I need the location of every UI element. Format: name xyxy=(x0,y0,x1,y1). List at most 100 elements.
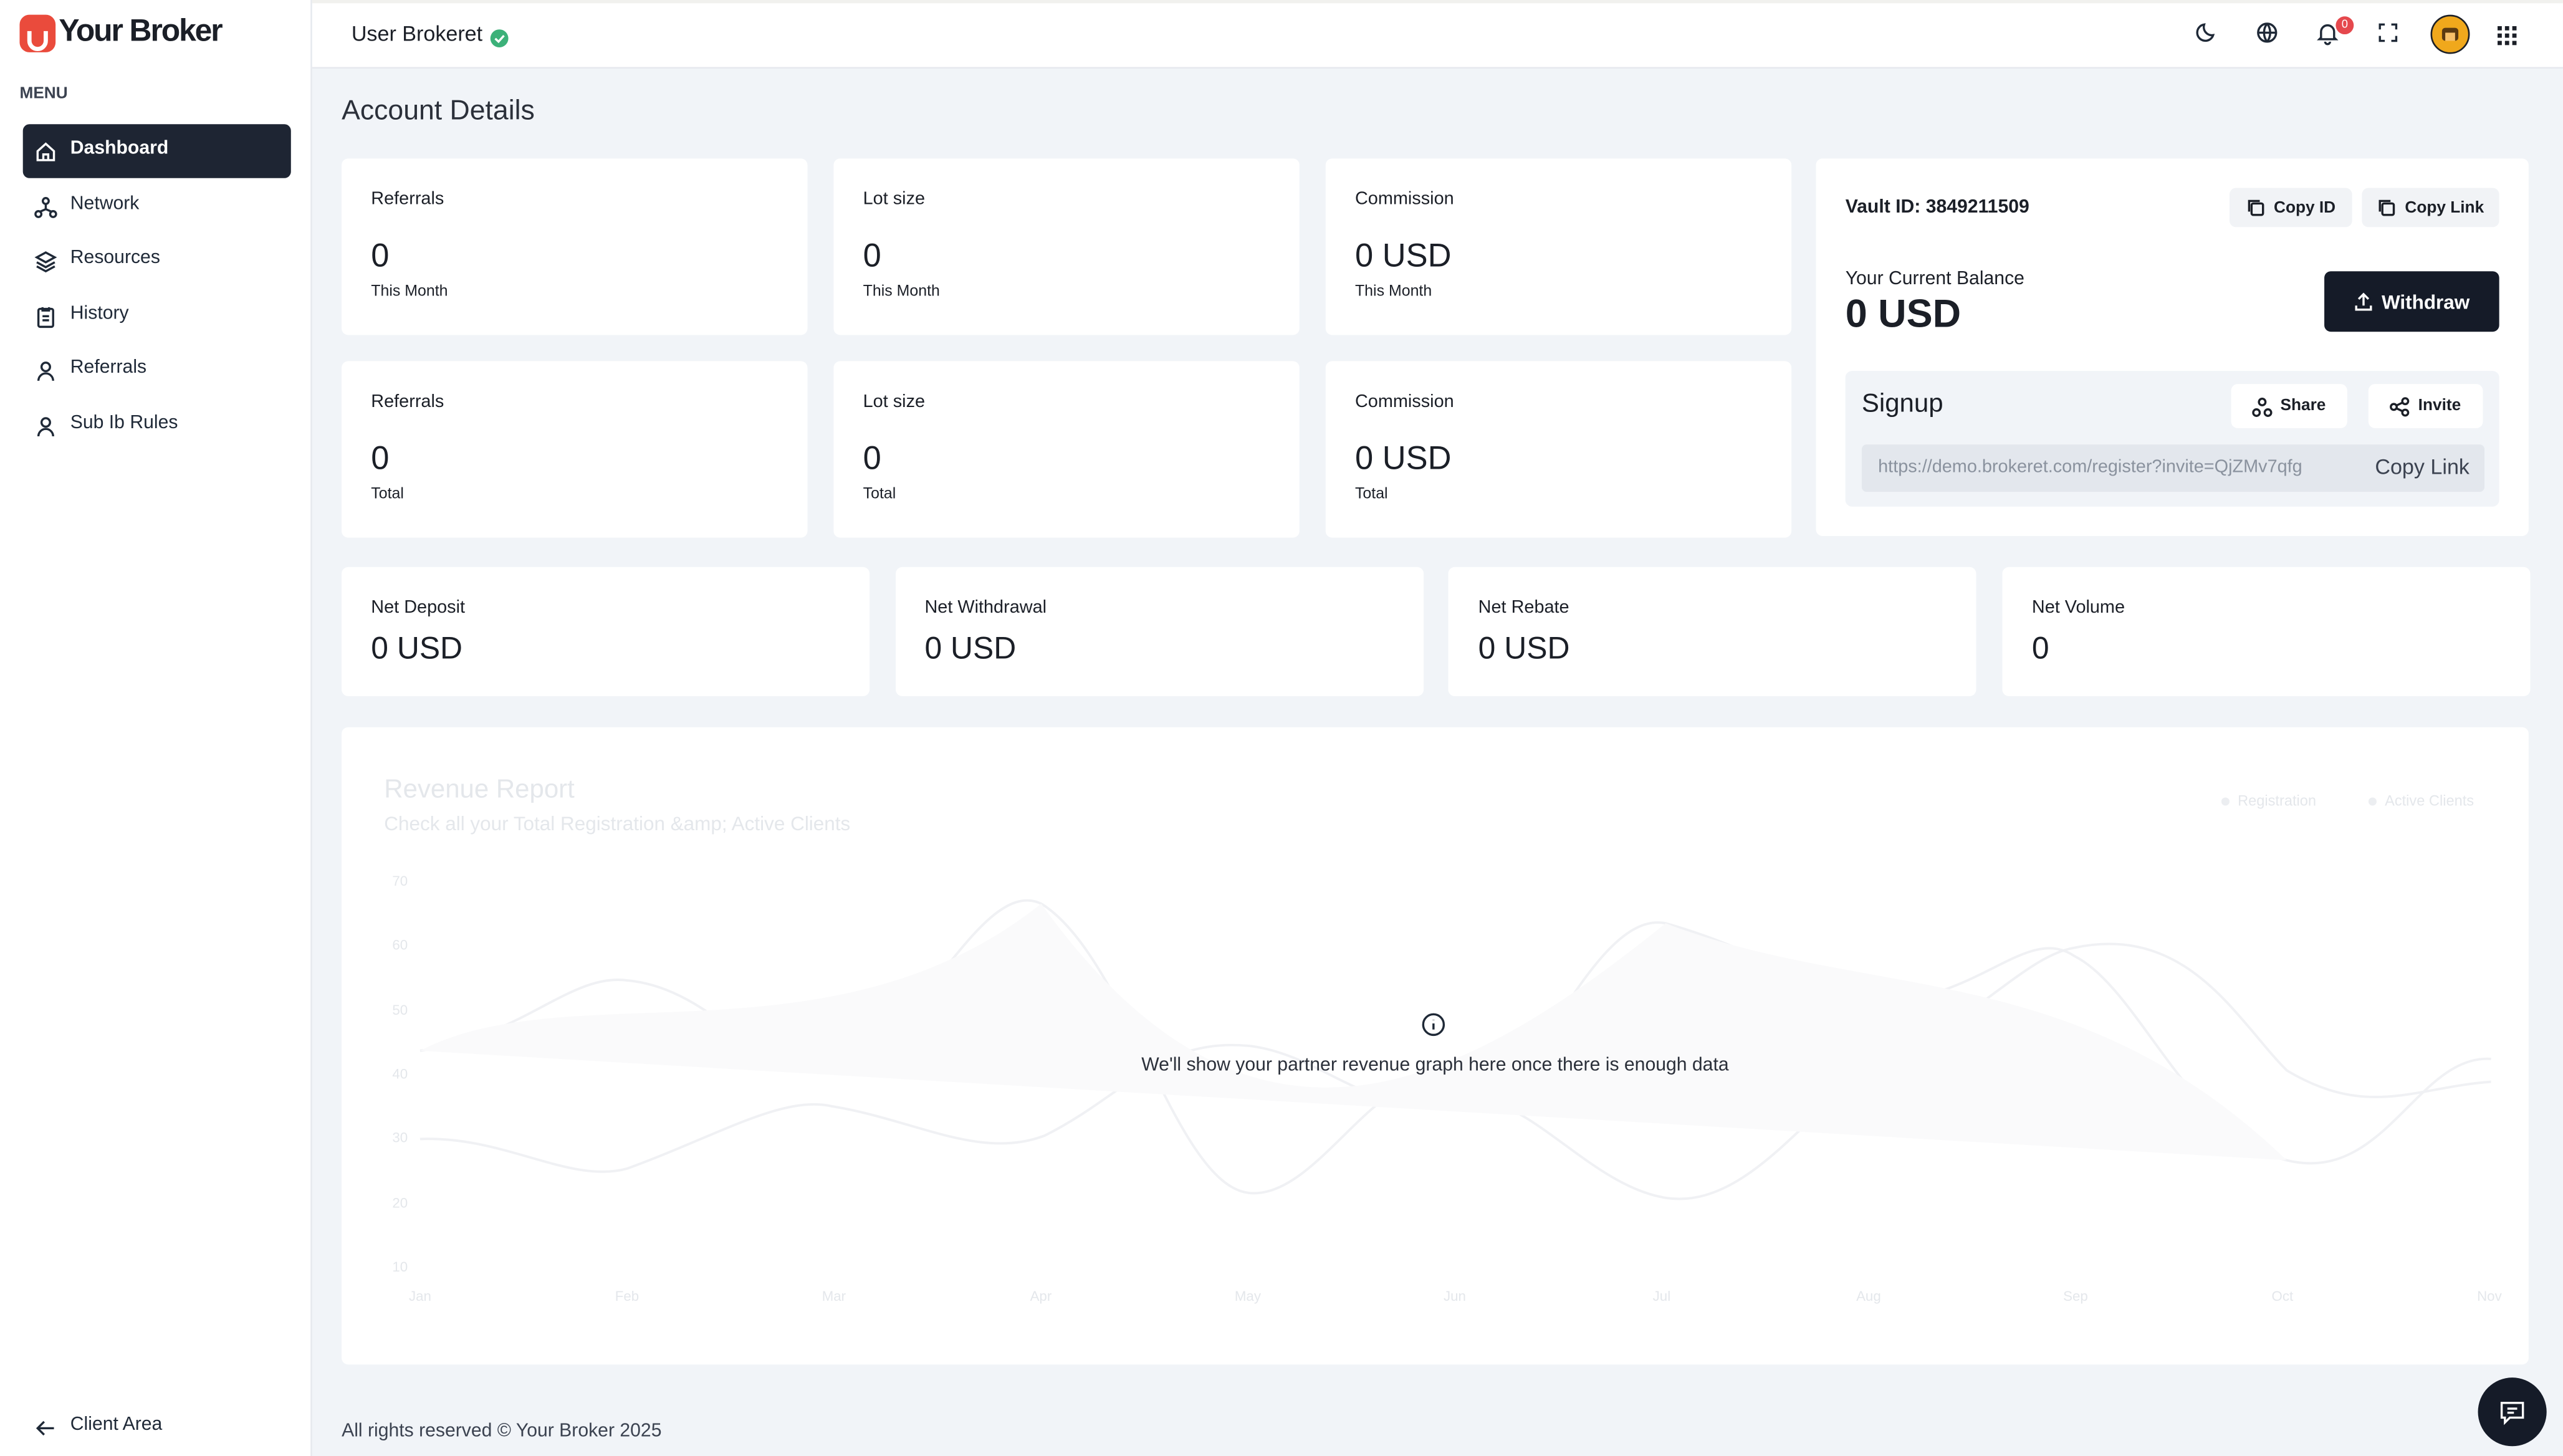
copy-link-label: Copy Link xyxy=(2405,198,2484,217)
stat-value: 0 xyxy=(863,238,881,275)
avatar-face-shape xyxy=(2445,32,2455,41)
apps-button-shape xyxy=(2512,33,2517,38)
stat-label: Commission xyxy=(1354,392,1454,412)
summary-card: Net Volume 0 xyxy=(2002,567,2531,696)
nav-icon xyxy=(34,360,57,391)
apps-button[interactable] xyxy=(2498,24,2517,54)
nav-item[interactable]: Network xyxy=(23,179,291,233)
summary-label: Net Volume xyxy=(2031,598,2125,618)
x-tick-label: Jul xyxy=(1652,1287,1671,1305)
nav-item[interactable]: Referrals xyxy=(23,344,291,398)
header-button-shape xyxy=(2379,23,2398,42)
stat-period: This Month xyxy=(863,282,940,301)
share-icon xyxy=(2252,396,2273,416)
vault-id: Vault ID: 3849211509 xyxy=(1845,198,2029,218)
header-button-svg xyxy=(2257,22,2278,43)
nav-item[interactable]: Dashboard xyxy=(22,124,291,178)
invite-url: https://demo.brokeret.com/register?invit… xyxy=(1878,457,2302,477)
header-button[interactable] xyxy=(2377,21,2400,52)
header-button-shape xyxy=(2258,22,2276,42)
stat-label: Referrals xyxy=(371,189,444,209)
stat-period: Total xyxy=(1354,485,1388,504)
header-button[interactable] xyxy=(2195,21,2218,52)
stat-value: 0 xyxy=(371,238,390,275)
page-title: Account Details xyxy=(342,95,535,126)
nav-icon-shape xyxy=(34,209,43,218)
avatar-face-svg xyxy=(2441,27,2459,41)
withdraw-button[interactable]: Withdraw xyxy=(2324,271,2499,332)
apps-button-shape xyxy=(2498,26,2502,31)
withdraw-label: Withdraw xyxy=(2381,290,2470,314)
legend-dot xyxy=(2368,797,2377,806)
x-tick-label: Nov xyxy=(2477,1287,2502,1305)
invite-label: Invite xyxy=(2418,397,2461,415)
report-title: Revenue Report xyxy=(384,776,575,804)
share-icon-svg xyxy=(2252,396,2273,416)
nav-label: Referrals xyxy=(70,358,147,378)
stat-period: This Month xyxy=(1354,282,1432,301)
nav-icon xyxy=(34,251,57,282)
stat-value: 0 USD xyxy=(1354,441,1452,477)
copy-link-icon xyxy=(2377,198,2397,217)
stat-card: Referrals 0 Total xyxy=(342,361,808,538)
nav-icon xyxy=(34,140,57,171)
stat-label: Lot size xyxy=(863,392,926,412)
x-tick-label: Aug xyxy=(1856,1287,1881,1305)
info-icon xyxy=(1422,1013,1445,1045)
chat-icon xyxy=(2499,1399,2526,1433)
withdraw-icon xyxy=(2354,292,2373,311)
nav-icon-svg xyxy=(37,307,54,328)
header-button[interactable] xyxy=(2256,21,2279,52)
copy-id-button[interactable]: Copy ID xyxy=(2229,188,2352,228)
nav-item[interactable]: Sub Ib Rules xyxy=(23,399,291,453)
share-icon-shape xyxy=(2252,407,2261,416)
avatar[interactable] xyxy=(2430,14,2470,54)
apps-button-shape xyxy=(2512,26,2517,31)
summary-value: 0 USD xyxy=(924,632,1017,667)
logo-u xyxy=(27,23,48,60)
invite-url-field: https://demo.brokeret.com/register?invit… xyxy=(1861,444,2485,492)
nav-item[interactable]: History xyxy=(23,289,291,343)
stat-card: Commission 0 USD Total xyxy=(1325,361,1792,538)
nav-icon-svg xyxy=(34,251,57,273)
verified-icon-svg xyxy=(490,29,509,48)
share-label: Share xyxy=(2280,397,2326,415)
nav-icon-shape xyxy=(37,428,54,437)
verified-icon-shape xyxy=(490,29,509,48)
invite-icon-shape xyxy=(2390,402,2399,410)
chat-button[interactable] xyxy=(2478,1377,2547,1447)
header-button-shape xyxy=(2196,23,2215,42)
client-area-label: Client Area xyxy=(70,1415,163,1435)
copy-link-button[interactable]: Copy Link xyxy=(2362,188,2499,228)
nav-icon-shape xyxy=(42,153,50,160)
nav-icon-shape xyxy=(42,196,50,204)
nav-label: History xyxy=(70,304,129,323)
apps-button-shape xyxy=(2504,33,2509,38)
stat-value: 0 USD xyxy=(1354,238,1452,275)
nav-item[interactable]: Resources xyxy=(23,234,291,288)
x-tick-label: Sep xyxy=(2063,1287,2088,1305)
curves-svg xyxy=(419,899,2491,1200)
invite-icon-shape xyxy=(2402,408,2410,416)
header-button[interactable] xyxy=(2316,21,2339,52)
nav-icon-shape xyxy=(41,307,50,322)
stat-period: Total xyxy=(863,485,896,504)
client-area-link[interactable]: Client Area xyxy=(23,1409,219,1445)
summary-value: 0 xyxy=(2031,632,2049,667)
logo-mark xyxy=(19,14,56,52)
copy-id-icon-shape xyxy=(2250,202,2264,216)
notification-badge: 0 xyxy=(2335,16,2354,35)
share-button[interactable]: Share xyxy=(2231,384,2347,428)
back-icon-svg xyxy=(36,1420,54,1436)
copy-url-button[interactable]: Copy Link xyxy=(2375,454,2470,479)
stat-value: 0 xyxy=(863,441,881,477)
chat-icon-shape xyxy=(2507,1407,2517,1414)
summary-card: Net Withdrawal 0 USD xyxy=(895,567,1424,696)
nav-label: Resources xyxy=(70,249,160,269)
summary-card: Net Deposit 0 USD xyxy=(342,567,870,696)
legend-label: Registration xyxy=(2238,792,2317,809)
invite-button[interactable]: Invite xyxy=(2368,384,2483,428)
back-icon xyxy=(34,1417,57,1448)
nav-icon xyxy=(34,305,57,337)
